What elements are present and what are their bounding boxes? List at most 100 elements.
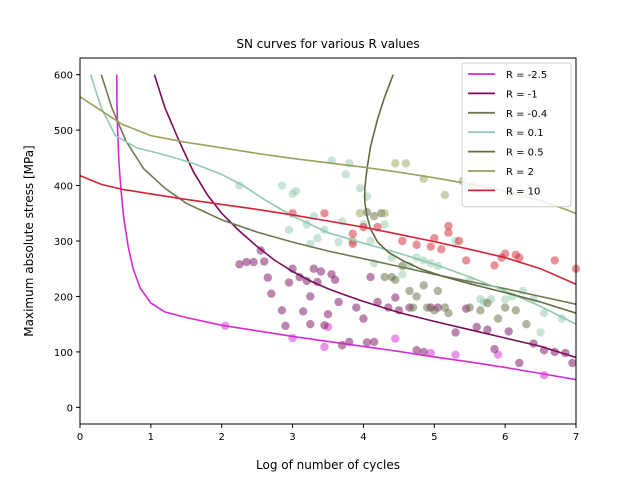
scatter-point xyxy=(355,209,365,218)
scatter-point xyxy=(380,272,389,282)
scatter-point xyxy=(437,245,446,254)
series-line xyxy=(100,74,576,305)
scatter-point xyxy=(391,159,400,168)
scatter-point xyxy=(281,321,290,331)
series-line xyxy=(364,74,576,314)
scatter-point xyxy=(260,257,269,266)
scatter-point xyxy=(380,209,389,218)
scatter-point xyxy=(348,229,357,238)
scatter-point xyxy=(515,253,524,262)
scatter-point xyxy=(288,333,297,343)
scatter-point xyxy=(373,297,382,307)
scatter-point xyxy=(461,256,471,265)
scatter-point xyxy=(444,221,453,231)
y-tick-label: 600 xyxy=(54,71,73,82)
y-axis-label: Maximum absolute stress [MPa] xyxy=(22,145,36,336)
y-tick-label: 200 xyxy=(54,292,73,303)
scatter-point xyxy=(504,327,513,336)
series-line xyxy=(116,74,576,381)
scatter-point xyxy=(426,242,435,251)
scatter-point xyxy=(369,211,379,221)
scatter-point xyxy=(451,328,460,337)
scatter-point xyxy=(412,346,421,355)
scatter-point xyxy=(426,348,435,358)
scatter-point xyxy=(472,322,481,332)
legend-label: R = -1 xyxy=(506,89,538,100)
scatter-point xyxy=(352,303,361,312)
scatter-point xyxy=(313,234,322,243)
scatter-point xyxy=(433,286,443,296)
scatter-point xyxy=(398,236,407,246)
scatter-point xyxy=(412,292,421,301)
scatter-point xyxy=(320,342,329,352)
scatter-point xyxy=(263,273,272,282)
x-tick-label: 5 xyxy=(431,432,437,443)
legend: R = -2.5 R = -1 R = -0.4 R = 0.1 R = 0.5 R = … xyxy=(461,62,572,208)
legend-label: R = 0.5 xyxy=(506,148,544,159)
scatter-point xyxy=(419,281,428,290)
legend-label: R = -2.5 xyxy=(506,70,547,81)
scatter-point xyxy=(454,236,464,246)
scatter-point xyxy=(380,220,389,229)
scatter-point xyxy=(267,289,276,298)
scatter-point xyxy=(306,319,315,329)
scatter-point xyxy=(242,257,251,267)
scatter-point xyxy=(401,159,411,168)
scatter-point xyxy=(476,306,485,315)
scatter-point xyxy=(320,321,329,330)
y-tick-label: 300 xyxy=(54,237,73,248)
x-axis-label: Log of number of cycles xyxy=(256,458,400,472)
scatter-point xyxy=(398,270,407,279)
x-tick-label: 3 xyxy=(289,432,295,443)
scatter-point xyxy=(391,275,400,285)
series-line xyxy=(89,74,576,325)
x-tick-label: 1 xyxy=(148,432,154,443)
legend-label: R = 10 xyxy=(506,186,540,197)
legend-label: R = 0.1 xyxy=(506,128,544,139)
scatter-point xyxy=(490,344,499,354)
scatter-point xyxy=(391,334,400,343)
series-line xyxy=(153,74,576,359)
series-line xyxy=(80,174,576,286)
scatter-point xyxy=(423,303,432,312)
scatter-point xyxy=(440,190,450,200)
scatter-point xyxy=(408,303,418,312)
scatter-point xyxy=(277,181,287,190)
scatter-point xyxy=(444,228,453,237)
scatter-point xyxy=(500,303,510,312)
scatter-point xyxy=(490,261,499,270)
scatter-point xyxy=(515,358,524,368)
scatter-point xyxy=(391,293,400,302)
scatter-point xyxy=(316,267,326,276)
scatter-point xyxy=(500,249,510,258)
scatter-point xyxy=(539,308,549,318)
y-tick-label: 500 xyxy=(54,126,73,137)
y-tick-label: 100 xyxy=(54,348,73,359)
scatter-point xyxy=(249,257,258,267)
x-axis: 0 1 2 3 4 5 6 7 xyxy=(77,424,579,443)
x-tick-label: 4 xyxy=(360,432,366,443)
scatter-point xyxy=(284,225,294,235)
scatter-point xyxy=(309,264,319,273)
x-tick-label: 6 xyxy=(502,432,508,443)
scatter-point xyxy=(444,308,453,318)
scatter-point xyxy=(419,347,428,357)
scatter-point xyxy=(235,260,244,269)
scatter-point xyxy=(348,239,357,248)
scatter-point xyxy=(465,303,474,312)
y-axis: 0 100 200 300 400 500 600 xyxy=(54,71,80,414)
scatter-point xyxy=(522,319,531,329)
scatter-point xyxy=(430,234,439,243)
scatter-point xyxy=(451,350,460,359)
scatter-point xyxy=(483,325,492,334)
scatter-point xyxy=(366,272,375,282)
legend-label: R = 2 xyxy=(506,167,534,178)
scatter-point xyxy=(302,276,311,286)
scatter-point xyxy=(334,237,343,247)
x-tick-label: 2 xyxy=(219,432,225,443)
scatter-point xyxy=(483,298,492,308)
scatter-point xyxy=(277,306,287,315)
scatter-point xyxy=(323,310,333,319)
